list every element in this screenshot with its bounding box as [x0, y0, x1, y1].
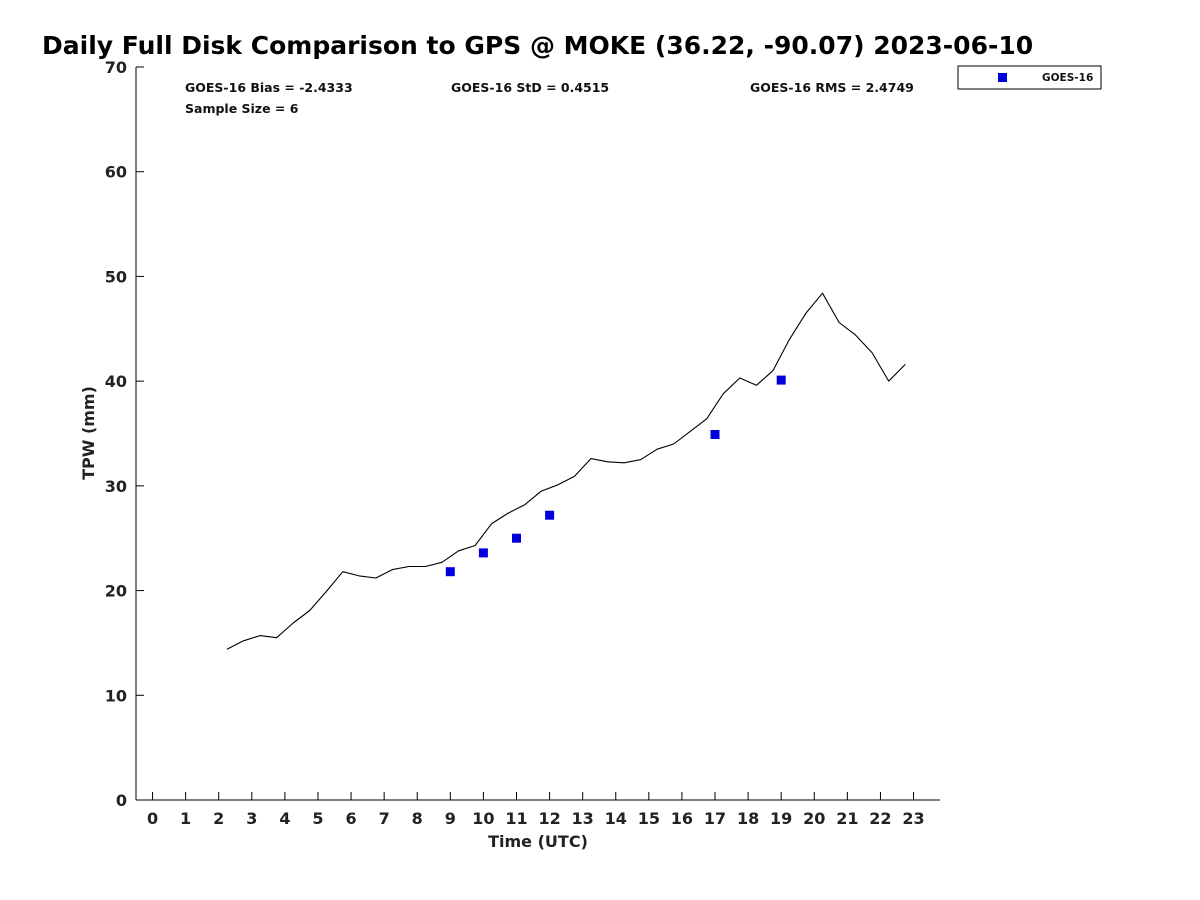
axes — [135, 67, 940, 801]
x-tick-label: 5 — [312, 809, 323, 828]
stat-std: GOES-16 StD = 0.4515 — [451, 80, 609, 95]
x-tick-label: 7 — [379, 809, 390, 828]
x-tick-label: 9 — [445, 809, 456, 828]
stat-bias: GOES-16 Bias = -2.4333 — [185, 80, 353, 95]
x-tick-label: 4 — [279, 809, 290, 828]
x-tick-label: 8 — [412, 809, 423, 828]
x-tick-label: 12 — [538, 809, 560, 828]
y-tick-label: 20 — [105, 582, 127, 601]
x-tick-label: 21 — [836, 809, 858, 828]
x-tick-label: 22 — [869, 809, 891, 828]
y-tick-label: 40 — [105, 372, 127, 391]
x-tick-label: 19 — [770, 809, 792, 828]
x-tick-label: 0 — [147, 809, 158, 828]
y-ticks: 0 10 20 30 40 50 60 70 — [105, 58, 144, 810]
y-tick-label: 70 — [105, 58, 127, 77]
goes-16-point — [445, 567, 455, 577]
goes-16-point — [545, 510, 555, 520]
x-tick-label: 6 — [345, 809, 356, 828]
x-tick-label: 15 — [638, 809, 660, 828]
x-tick-label: 3 — [246, 809, 257, 828]
legend-box — [957, 65, 1102, 90]
x-tick-label: 11 — [505, 809, 527, 828]
stats-box: GOES-16 Bias = -2.4333 GOES-16 StD = 0.4… — [185, 80, 914, 116]
y-tick-label: 50 — [105, 267, 127, 286]
goes-16-point — [710, 430, 720, 439]
plot-area — [226, 292, 906, 650]
legend-marker-goes-16 — [998, 73, 1007, 82]
goes-16-point — [478, 548, 488, 558]
chart-title: Daily Full Disk Comparison to GPS @ MOKE… — [42, 31, 1033, 60]
stat-sample-size: Sample Size = 6 — [185, 101, 299, 116]
y-tick-label: 60 — [105, 163, 127, 182]
x-tick-label: 1 — [180, 809, 191, 828]
gps-tpw-line — [226, 292, 906, 650]
goes-16-point — [776, 375, 786, 385]
x-tick-label: 20 — [803, 809, 825, 828]
x-tick-label: 13 — [572, 809, 594, 828]
stat-rms: GOES-16 RMS = 2.4749 — [750, 80, 914, 95]
x-ticks: 0 1 2 3 4 5 6 7 8 9 10 11 12 13 14 15 16 17 18 19 20 21 22 23 — [147, 792, 925, 828]
x-tick-label: 18 — [737, 809, 759, 828]
x-tick-label: 2 — [213, 809, 224, 828]
x-tick-label: 23 — [902, 809, 924, 828]
x-tick-label: 10 — [472, 809, 494, 828]
y-tick-label: 0 — [116, 791, 127, 810]
legend: GOES-16 — [957, 65, 1102, 90]
x-tick-label: 14 — [605, 809, 627, 828]
legend-label-goes-16: GOES-16 — [1042, 72, 1093, 84]
y-tick-label: 30 — [105, 477, 127, 496]
x-tick-label: 16 — [671, 809, 693, 828]
y-tick-label: 10 — [105, 686, 127, 705]
x-tick-label: 17 — [704, 809, 726, 828]
x-axis-label: Time (UTC) — [488, 832, 588, 851]
y-axis-label: TPW (mm) — [79, 386, 98, 480]
goes-16-point — [512, 533, 521, 543]
